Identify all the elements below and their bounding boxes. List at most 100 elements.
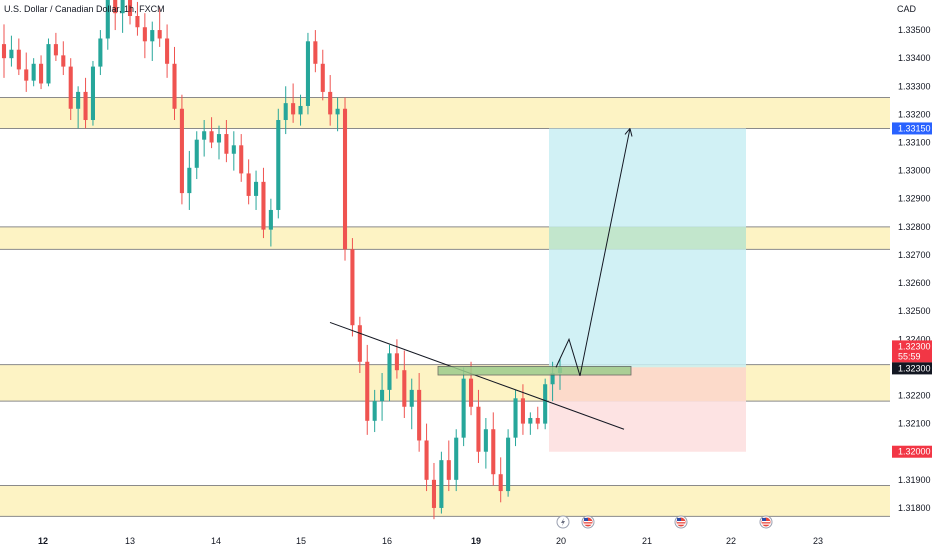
x-tick-label: 23: [813, 536, 823, 546]
candle-body: [328, 91, 333, 115]
candle-body: [31, 63, 36, 81]
candle-body: [476, 406, 481, 452]
x-tick-label: 13: [125, 536, 135, 546]
candle-body: [483, 429, 488, 452]
flag-stripe: [677, 523, 685, 525]
stop-price-badge-bg: [892, 445, 932, 458]
candle-body: [417, 389, 422, 441]
countdown-badge: 55:59: [898, 351, 921, 361]
candle-body: [39, 63, 44, 84]
x-tick-label: 12: [38, 536, 48, 546]
candle-body: [202, 131, 207, 140]
candle-body: [120, 0, 125, 14]
y-tick-label: 1.32200: [898, 391, 931, 401]
candle-body: [239, 145, 244, 174]
candle-body: [528, 417, 533, 424]
candle-body: [90, 66, 95, 121]
y-tick-label: 1.33400: [898, 53, 931, 63]
y-tick-label: 1.32500: [898, 306, 931, 316]
candle-body: [446, 460, 451, 480]
lightning-event-icon[interactable]: [556, 515, 570, 529]
x-tick-label: 21: [642, 536, 652, 546]
flag-stripe: [584, 521, 592, 523]
candle-body: [469, 378, 474, 407]
y-tick-label: 1.32800: [898, 222, 931, 232]
candle-body: [387, 353, 392, 390]
target-price-badge: 1.33150: [898, 123, 931, 133]
candle-body: [268, 209, 273, 230]
price-axis-background: [890, 0, 932, 550]
us-flag-event-icon[interactable]: [759, 515, 773, 529]
candle-body: [76, 91, 81, 109]
y-tick-label: 1.33500: [898, 25, 931, 35]
chart-title: U.S. Dollar / Canadian Dollar, 1h, FXCM: [4, 4, 165, 14]
annotation-layer: [329, 128, 633, 430]
y-tick-label: 1.31800: [898, 503, 931, 513]
candle-body: [261, 181, 266, 230]
candle-body: [142, 27, 147, 42]
stop-price-badge: 1.32000: [898, 447, 931, 457]
candle-body: [46, 44, 51, 84]
candle-body: [402, 370, 407, 407]
candle-body: [291, 103, 296, 115]
candle-body: [550, 373, 555, 385]
projection-arrow-head: [624, 128, 633, 137]
flag-canton: [762, 518, 766, 521]
candle-body: [172, 63, 177, 109]
candle-body: [454, 437, 459, 480]
flag-canton: [677, 518, 681, 521]
y-tick-label: 1.32100: [898, 419, 931, 429]
current-price-badge: 1.32300: [898, 341, 931, 351]
price-axis[interactable]: 1.33500 1.33400 1.33300 1.33200 1.33100 1.330…: [890, 0, 932, 550]
x-tick-label: 22: [726, 536, 736, 546]
candle-body: [83, 91, 88, 121]
flag-stripe: [584, 523, 592, 525]
candle-body: [335, 108, 340, 115]
y-tick-label: 1.32700: [898, 250, 931, 260]
zone-band: [0, 226, 890, 250]
candle-body: [187, 167, 192, 194]
y-tick-label: 1.32900: [898, 194, 931, 204]
x-tick-label: 15: [296, 536, 306, 546]
candle-body: [105, 0, 110, 39]
y-tick-label: 1.33100: [898, 138, 931, 148]
candle-body: [283, 103, 288, 121]
zone-band: [0, 485, 890, 517]
entry-price-badge-bg: [892, 362, 932, 375]
us-flag-event-icon[interactable]: [581, 515, 595, 529]
candle-body: [98, 38, 103, 67]
candle-body: [224, 134, 229, 154]
candle-body: [498, 474, 503, 492]
flag-stripe: [677, 521, 685, 523]
us-flag-event-icon[interactable]: [674, 515, 688, 529]
x-tick-label: 14: [211, 536, 221, 546]
target-price-badge-bg: [892, 122, 932, 135]
candle-body: [61, 55, 66, 67]
candle-body: [135, 16, 140, 28]
candle-body: [179, 108, 184, 194]
x-tick-label: 16: [382, 536, 392, 546]
event-icons[interactable]: [556, 515, 773, 529]
candle-body: [298, 105, 303, 115]
candle-body: [1, 44, 7, 59]
candle-body: [372, 401, 377, 421]
candle-body: [543, 384, 548, 424]
candle-body: [127, 0, 133, 17]
candle-body: [394, 353, 399, 371]
candle-body: [520, 398, 525, 424]
candle-body: [424, 440, 429, 480]
candle-body: [231, 145, 236, 154]
lightning-glyph: [561, 518, 565, 526]
profit-zone-overlap: [549, 226, 746, 250]
candle-body: [150, 30, 155, 42]
time-axis-background: [0, 531, 890, 550]
candle-body: [16, 49, 21, 70]
candle-body: [246, 173, 251, 196]
candle-body: [506, 437, 511, 492]
time-axis[interactable]: 12 13 14 15 16 19 20 21 22 23: [0, 531, 890, 550]
x-tick-label: 20: [556, 536, 566, 546]
